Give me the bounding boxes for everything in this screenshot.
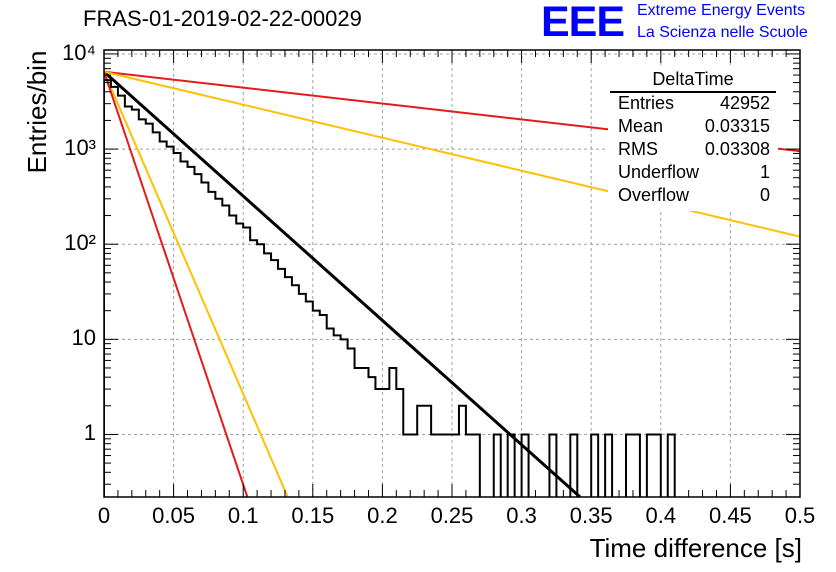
stats-box: DeltaTime Entries 42952 Mean 0.03315 RMS… <box>608 66 778 211</box>
stats-label: Overflow <box>618 185 690 205</box>
stats-value: 0 <box>759 185 770 205</box>
stats-row: RMS 0.03308 <box>618 139 770 162</box>
x-tick-label: 0.25 <box>430 503 474 528</box>
y-tick-label: 10⁴ <box>62 39 96 65</box>
stats-title-underline <box>610 91 776 93</box>
fit-line <box>104 71 249 497</box>
fit-line <box>104 71 289 497</box>
x-axis-title: Time difference [s] <box>589 533 802 563</box>
stats-title: DeltaTime <box>652 69 734 89</box>
x-tick-label: 0.4 <box>645 503 677 528</box>
stats-row: Underflow 1 <box>618 162 770 185</box>
stats-label: RMS <box>618 139 658 159</box>
x-tick-label: 0.05 <box>152 503 195 528</box>
chart-title: FRAS-01-2019-02-22-00029 <box>83 6 362 31</box>
y-tick-label: 10³ <box>64 135 96 161</box>
stats-row: Entries 42952 <box>618 93 770 116</box>
stats-label: Mean <box>618 116 664 136</box>
stats-value: 42952 <box>719 93 770 113</box>
stats-value: 1 <box>759 162 770 182</box>
x-tick-label: 0.15 <box>291 503 335 528</box>
stats-row: Mean 0.03315 <box>618 116 770 139</box>
y-tick-label: 10² <box>64 230 96 256</box>
stats-value: 0.03308 <box>704 139 770 159</box>
stats-row: Overflow 0 <box>618 185 770 208</box>
stats-label: Entries <box>618 93 675 113</box>
y-tick-label: 10 <box>71 325 96 351</box>
fit-line <box>104 70 582 497</box>
y-tick-label: 1 <box>83 420 96 446</box>
x-tick-label: 0.3 <box>506 503 537 528</box>
x-tick-label: 0.35 <box>569 503 613 528</box>
x-tick-label: 0 <box>97 503 111 528</box>
stats-value: 0.03315 <box>704 116 770 136</box>
stats-label: Underflow <box>618 162 700 182</box>
x-tick-label: 0.45 <box>708 503 752 528</box>
logo-line-1: Extreme Energy Events <box>637 2 806 19</box>
x-tick-label: 0.1 <box>227 503 259 528</box>
x-tick-label: 0.5 <box>784 503 816 528</box>
x-tick-label: 0.2 <box>367 503 398 528</box>
logo-line-2: La Scienza nelle Scuole <box>637 24 808 41</box>
logo-mark: EEE <box>541 0 625 46</box>
histogram-outline <box>104 79 676 497</box>
